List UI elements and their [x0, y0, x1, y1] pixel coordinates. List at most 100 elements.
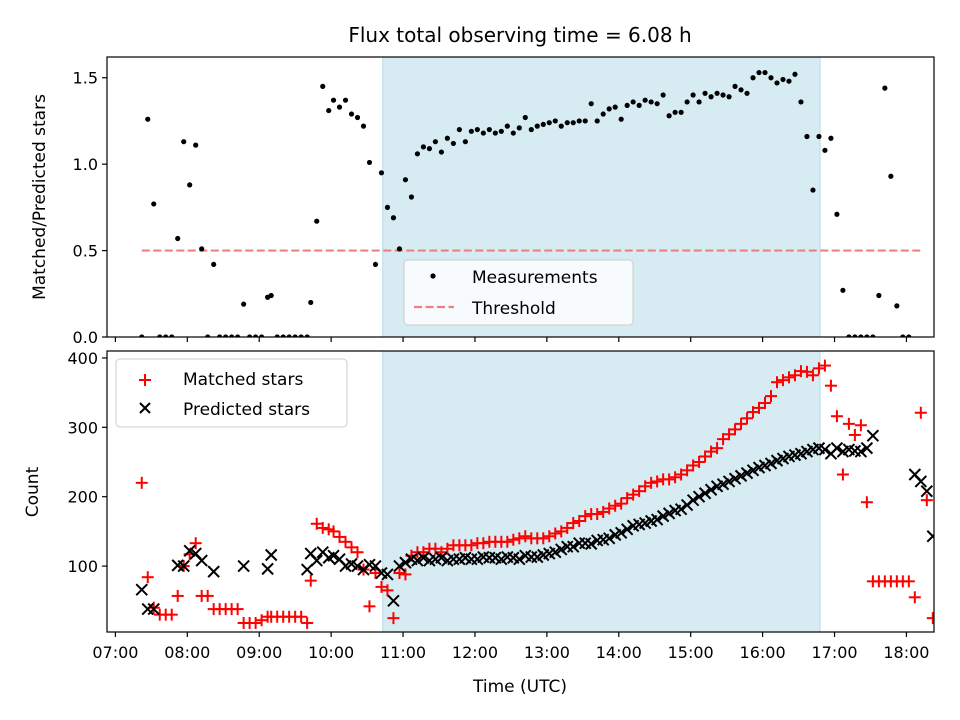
matched-stars-point	[519, 530, 532, 543]
legend-measurements-marker	[430, 273, 436, 279]
matched-stars-point	[729, 423, 742, 436]
measurement-point	[314, 218, 320, 224]
predicted-stars-point	[237, 559, 250, 573]
measurement-point	[151, 201, 157, 207]
measurement-point	[714, 90, 720, 96]
measurement-point	[516, 125, 522, 131]
matched-stars-point	[363, 600, 376, 613]
matched-stars-point	[249, 616, 262, 629]
measurement-point	[181, 139, 187, 145]
measurement-point	[690, 92, 696, 98]
matched-stars-point	[818, 359, 831, 372]
matched-stars-point	[135, 476, 148, 489]
measurement-point	[480, 130, 486, 136]
matched-stars-point	[776, 374, 789, 387]
predicted-stars-point	[746, 464, 760, 477]
matched-stars-point	[735, 417, 748, 430]
measurement-point	[187, 182, 193, 188]
predicted-stars-point	[764, 457, 778, 470]
matched-stars-point	[920, 494, 933, 507]
chart-title: Flux total observing time = 6.08 h	[348, 23, 691, 47]
measurement-point	[756, 69, 762, 76]
measurement-point	[308, 299, 314, 306]
matched-stars-point	[741, 412, 754, 425]
matched-stars-point	[902, 575, 915, 588]
predicted-stars-point	[327, 549, 340, 562]
bottom-y-tick-label: 100	[67, 557, 98, 576]
matched-stars-point	[939, 612, 951, 624]
matched-stars-point	[693, 456, 706, 469]
measurement-point	[498, 128, 504, 134]
matched-stars-point	[860, 496, 873, 509]
measurement-point	[720, 92, 726, 98]
measurement-point	[606, 106, 612, 112]
matched-stars-point	[770, 376, 783, 389]
predicted-stars-point	[854, 445, 868, 458]
matched-stars-point	[549, 527, 562, 540]
measurement-point	[600, 111, 606, 117]
matched-stars-point	[189, 537, 202, 550]
x-tick-label: 15:00	[668, 643, 714, 662]
measurement-point	[792, 71, 798, 77]
predicted-stars-point	[830, 441, 844, 455]
matched-stars-point	[812, 362, 825, 375]
measurement-point	[492, 130, 498, 136]
measurement-point	[576, 118, 582, 124]
measurement-point	[235, 334, 241, 337]
measurement-point	[336, 104, 343, 110]
measurement-point	[648, 99, 654, 105]
measurement-point	[522, 114, 528, 121]
measurement-point	[280, 334, 286, 337]
matched-stars-point	[171, 589, 184, 602]
top-y-tick-label: 0.5	[73, 242, 98, 261]
predicted-stars-point	[351, 559, 364, 573]
predicted-stars-point	[662, 507, 676, 520]
matched-stars-point	[477, 537, 490, 550]
predicted-stars-point	[692, 490, 706, 503]
measurement-point	[193, 142, 199, 148]
measurement-point	[354, 114, 361, 121]
predicted-stars-point	[620, 523, 634, 536]
matched-stars-point	[393, 567, 406, 580]
measurement-point	[486, 126, 492, 133]
measurement-point	[169, 334, 175, 337]
matched-stars-point	[165, 608, 178, 621]
legend-predicted-stars-label: Predicted stars	[183, 400, 310, 420]
measurement-point	[630, 99, 636, 105]
matched-stars-point	[501, 535, 514, 548]
measurement-point	[732, 83, 738, 89]
matched-stars-point	[651, 475, 664, 488]
matched-stars-point	[711, 442, 724, 455]
x-tick-label: 18:00	[883, 643, 929, 662]
matched-stars-point	[591, 508, 604, 521]
measurement-point	[304, 334, 310, 337]
predicted-stars-point	[195, 554, 208, 567]
measurement-point	[342, 97, 349, 103]
measurement-point	[320, 83, 326, 89]
matched-stars-point	[764, 390, 777, 403]
measurement-point	[468, 128, 474, 134]
measurement-point	[570, 120, 576, 126]
matched-stars-point	[381, 584, 394, 597]
predicted-stars-point	[585, 537, 598, 551]
measurement-point	[175, 235, 181, 242]
predicted-stars-point	[147, 602, 160, 616]
measurement-point	[822, 147, 828, 153]
measurement-point	[702, 90, 708, 96]
predicted-stars-point	[734, 469, 748, 483]
predicted-stars-point	[177, 559, 190, 573]
measurement-point	[348, 111, 355, 117]
measurement-point	[474, 126, 480, 133]
measurement-point	[360, 123, 367, 129]
predicted-stars-point	[614, 526, 628, 539]
measurement-point	[223, 334, 229, 337]
measurement-point	[414, 151, 421, 157]
predicted-stars-point	[399, 556, 412, 569]
predicted-stars-point	[207, 565, 220, 578]
measurement-point	[432, 139, 439, 145]
matched-stars-point	[663, 473, 676, 486]
measurement-point	[624, 102, 630, 108]
matched-stars-point	[759, 397, 772, 410]
matched-stars-point	[304, 574, 317, 587]
